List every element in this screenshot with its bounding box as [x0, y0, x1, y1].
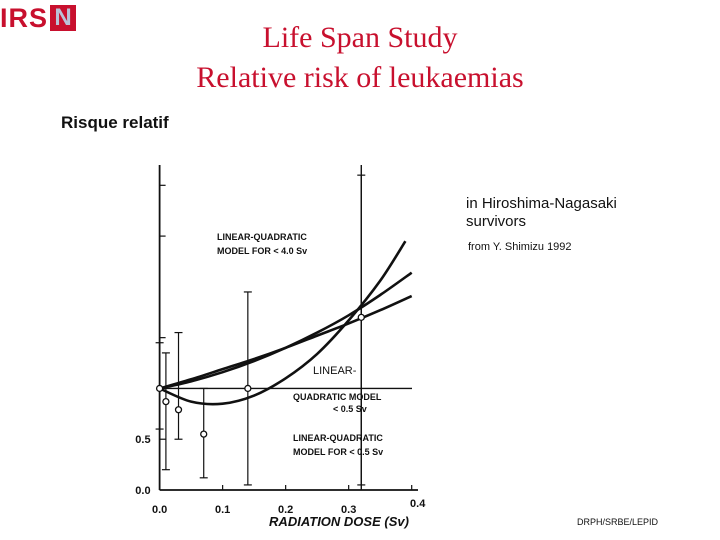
x-axis-title: RADIATION DOSE (Sv)	[269, 514, 409, 529]
model-curve-2	[159, 271, 413, 390]
study-note-line1: in Hiroshima-Nagasaki	[466, 195, 617, 212]
data-point-5	[357, 313, 365, 321]
curve-label-2: LINEAR-	[313, 365, 357, 377]
study-note-line2: survivors	[466, 213, 527, 230]
irsn-logo: IRS N	[0, 3, 77, 33]
data-point-1	[162, 397, 170, 406]
x-tick-label-2: 0.2	[278, 504, 293, 516]
x-tick-label-1: 0.1	[215, 504, 230, 516]
data-point-4	[244, 384, 252, 393]
data-point-3	[200, 430, 208, 438]
source-note: from Y. Shimizu 1992	[468, 241, 572, 253]
curve-label-5: LINEAR-QUADRATIC	[293, 433, 383, 443]
model-curve-3	[159, 240, 407, 406]
x-tick-label-0: 0.0	[152, 504, 167, 516]
curve-label-0: LINEAR-QUADRATIC	[217, 232, 307, 242]
x-tick-label-4: 0.4	[410, 498, 426, 510]
y-axis-title: Risque relatif	[61, 113, 169, 132]
logo-box: N	[50, 4, 77, 31]
curve-label-4: < 0.5 Sv	[333, 404, 367, 414]
data-point-0	[155, 384, 164, 393]
footer-code: DRPH/SRBE/LEPID	[577, 517, 659, 527]
logo-text: IRS	[0, 3, 49, 33]
y-tick-label-1: 0.5	[135, 434, 150, 446]
y-tick-label-0: 0.0	[135, 485, 150, 497]
data-point-2	[174, 406, 183, 414]
page-title: Life Span Study	[262, 21, 458, 54]
curve-label-6: MODEL FOR < 0.5 Sv	[293, 447, 383, 457]
page-subtitle: Relative risk of leukaemias	[196, 61, 524, 94]
study-note: in Hiroshima-Nagasaki survivors	[466, 195, 617, 231]
curve-label-3: QUADRATIC MODEL	[293, 392, 382, 402]
logo-box-letter: N	[54, 4, 72, 31]
x-tick-label-3: 0.3	[341, 504, 356, 516]
curve-label-1: MODEL FOR < 4.0 Sv	[217, 246, 307, 256]
model-curve-1	[159, 294, 413, 390]
